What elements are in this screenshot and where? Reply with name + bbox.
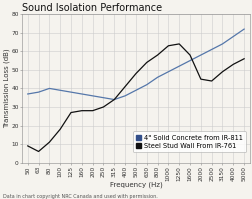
Legend: 4" Solid Concrete from IR-811, Steel Stud Wall From IR-761: 4" Solid Concrete from IR-811, Steel Stu… [132, 131, 245, 152]
Text: Sound Isolation Performance: Sound Isolation Performance [22, 3, 162, 14]
Y-axis label: Transmission Loss (dB): Transmission Loss (dB) [4, 49, 10, 128]
Text: Data in chart copyright NRC Canada and used with permission.: Data in chart copyright NRC Canada and u… [3, 194, 157, 199]
X-axis label: Frequency (Hz): Frequency (Hz) [109, 181, 162, 188]
